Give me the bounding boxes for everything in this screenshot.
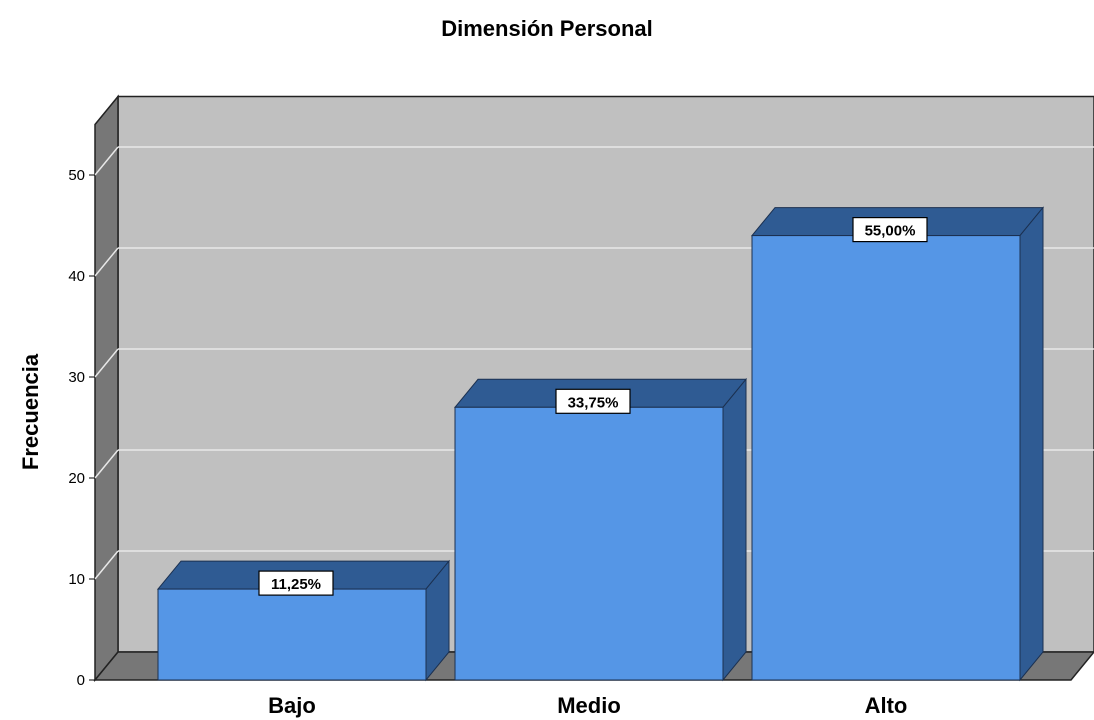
data-label-box [258, 570, 334, 596]
y-tick-label: 50 [68, 167, 85, 184]
y-axis-ticks: 0 10 20 30 40 50 [68, 167, 95, 689]
y-tick-label: 20 [68, 470, 85, 487]
data-label-box [852, 217, 928, 243]
y-tick-label: 40 [68, 268, 85, 285]
data-label: 11,25% [271, 576, 321, 593]
data-label-box [555, 388, 631, 414]
x-tick-label: Medio [557, 693, 621, 718]
gridline-side [94, 247, 119, 277]
chart-title: Dimensión Personal [441, 16, 653, 41]
y-tick-label: 30 [68, 369, 85, 386]
x-tick-label: Bajo [268, 693, 316, 718]
gridline-side [94, 348, 119, 378]
bar-side [1019, 206, 1044, 682]
gridline-side [94, 146, 119, 176]
bar: 33,75% [453, 377, 748, 682]
bar-side [722, 377, 747, 682]
x-axis-ticks: Bajo Medio Alto [268, 693, 907, 718]
y-tick-label: 0 [77, 672, 85, 689]
bars: 11,25% 33,75% 55,00% [156, 206, 1045, 682]
data-label: 33,75% [568, 394, 619, 411]
y-tick-label: 10 [68, 571, 85, 588]
bar-front [157, 588, 427, 681]
bar: 55,00% [750, 206, 1045, 682]
data-label: 55,00% [865, 223, 916, 240]
gridline-side [94, 550, 119, 580]
bar-front [454, 406, 724, 681]
bar-front [751, 235, 1021, 681]
y-axis-label: Frecuencia [18, 353, 43, 470]
plot-side-wall [94, 94, 119, 683]
x-tick-label: Alto [865, 693, 908, 718]
bar: 11,25% [156, 559, 451, 682]
gridline-side [94, 449, 119, 479]
